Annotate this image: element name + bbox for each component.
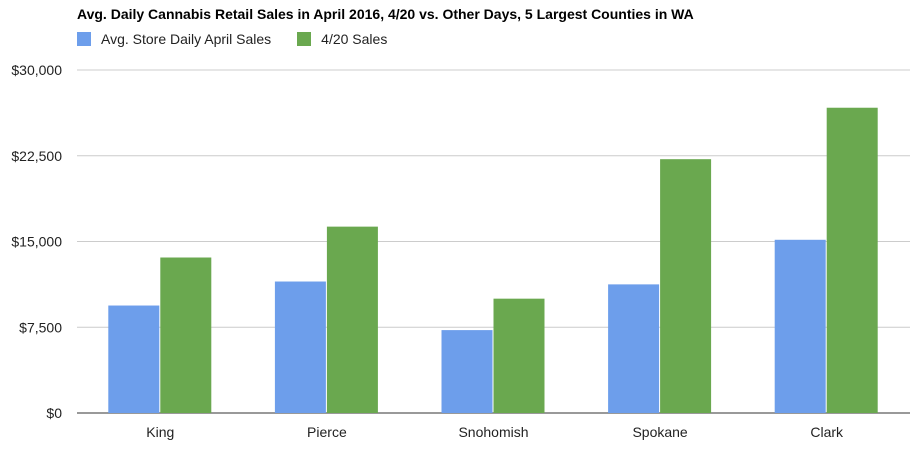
chart-legend: Avg. Store Daily April Sales 4/20 Sales — [77, 30, 413, 48]
y-tick-label: $15,000 — [11, 234, 62, 250]
y-tick-label: $22,500 — [11, 148, 62, 164]
y-tick-label: $7,500 — [19, 319, 62, 335]
bar-1-pierce — [274, 281, 326, 413]
bar-1-spokane — [608, 284, 660, 413]
legend-swatch-series-1 — [77, 32, 91, 46]
legend-swatch-series-2 — [297, 32, 312, 46]
x-tick-label: Clark — [810, 424, 844, 440]
y-tick-label: $0 — [46, 405, 62, 421]
bar-2-clark — [826, 107, 878, 413]
bar-2-pierce — [326, 226, 378, 413]
x-tick-label: King — [146, 424, 174, 440]
chart-title: Avg. Daily Cannabis Retail Sales in Apri… — [77, 6, 694, 22]
bar-1-king — [108, 305, 160, 413]
bar-1-clark — [774, 239, 826, 413]
x-tick-label: Spokane — [632, 424, 687, 440]
legend-item-series-2[interactable]: 4/20 Sales — [297, 31, 387, 47]
x-tick-label: Pierce — [307, 424, 347, 440]
legend-label-series-2: 4/20 Sales — [321, 31, 388, 47]
bar-2-snohomish — [493, 298, 545, 413]
legend-item-series-1[interactable]: Avg. Store Daily April Sales — [77, 31, 271, 47]
bar-1-snohomish — [441, 330, 493, 413]
y-tick-label: $30,000 — [11, 62, 62, 78]
x-tick-label: Snohomish — [458, 424, 528, 440]
legend-label-series-1: Avg. Store Daily April Sales — [101, 31, 272, 47]
bar-2-spokane — [660, 159, 712, 413]
bar-2-king — [160, 257, 212, 413]
